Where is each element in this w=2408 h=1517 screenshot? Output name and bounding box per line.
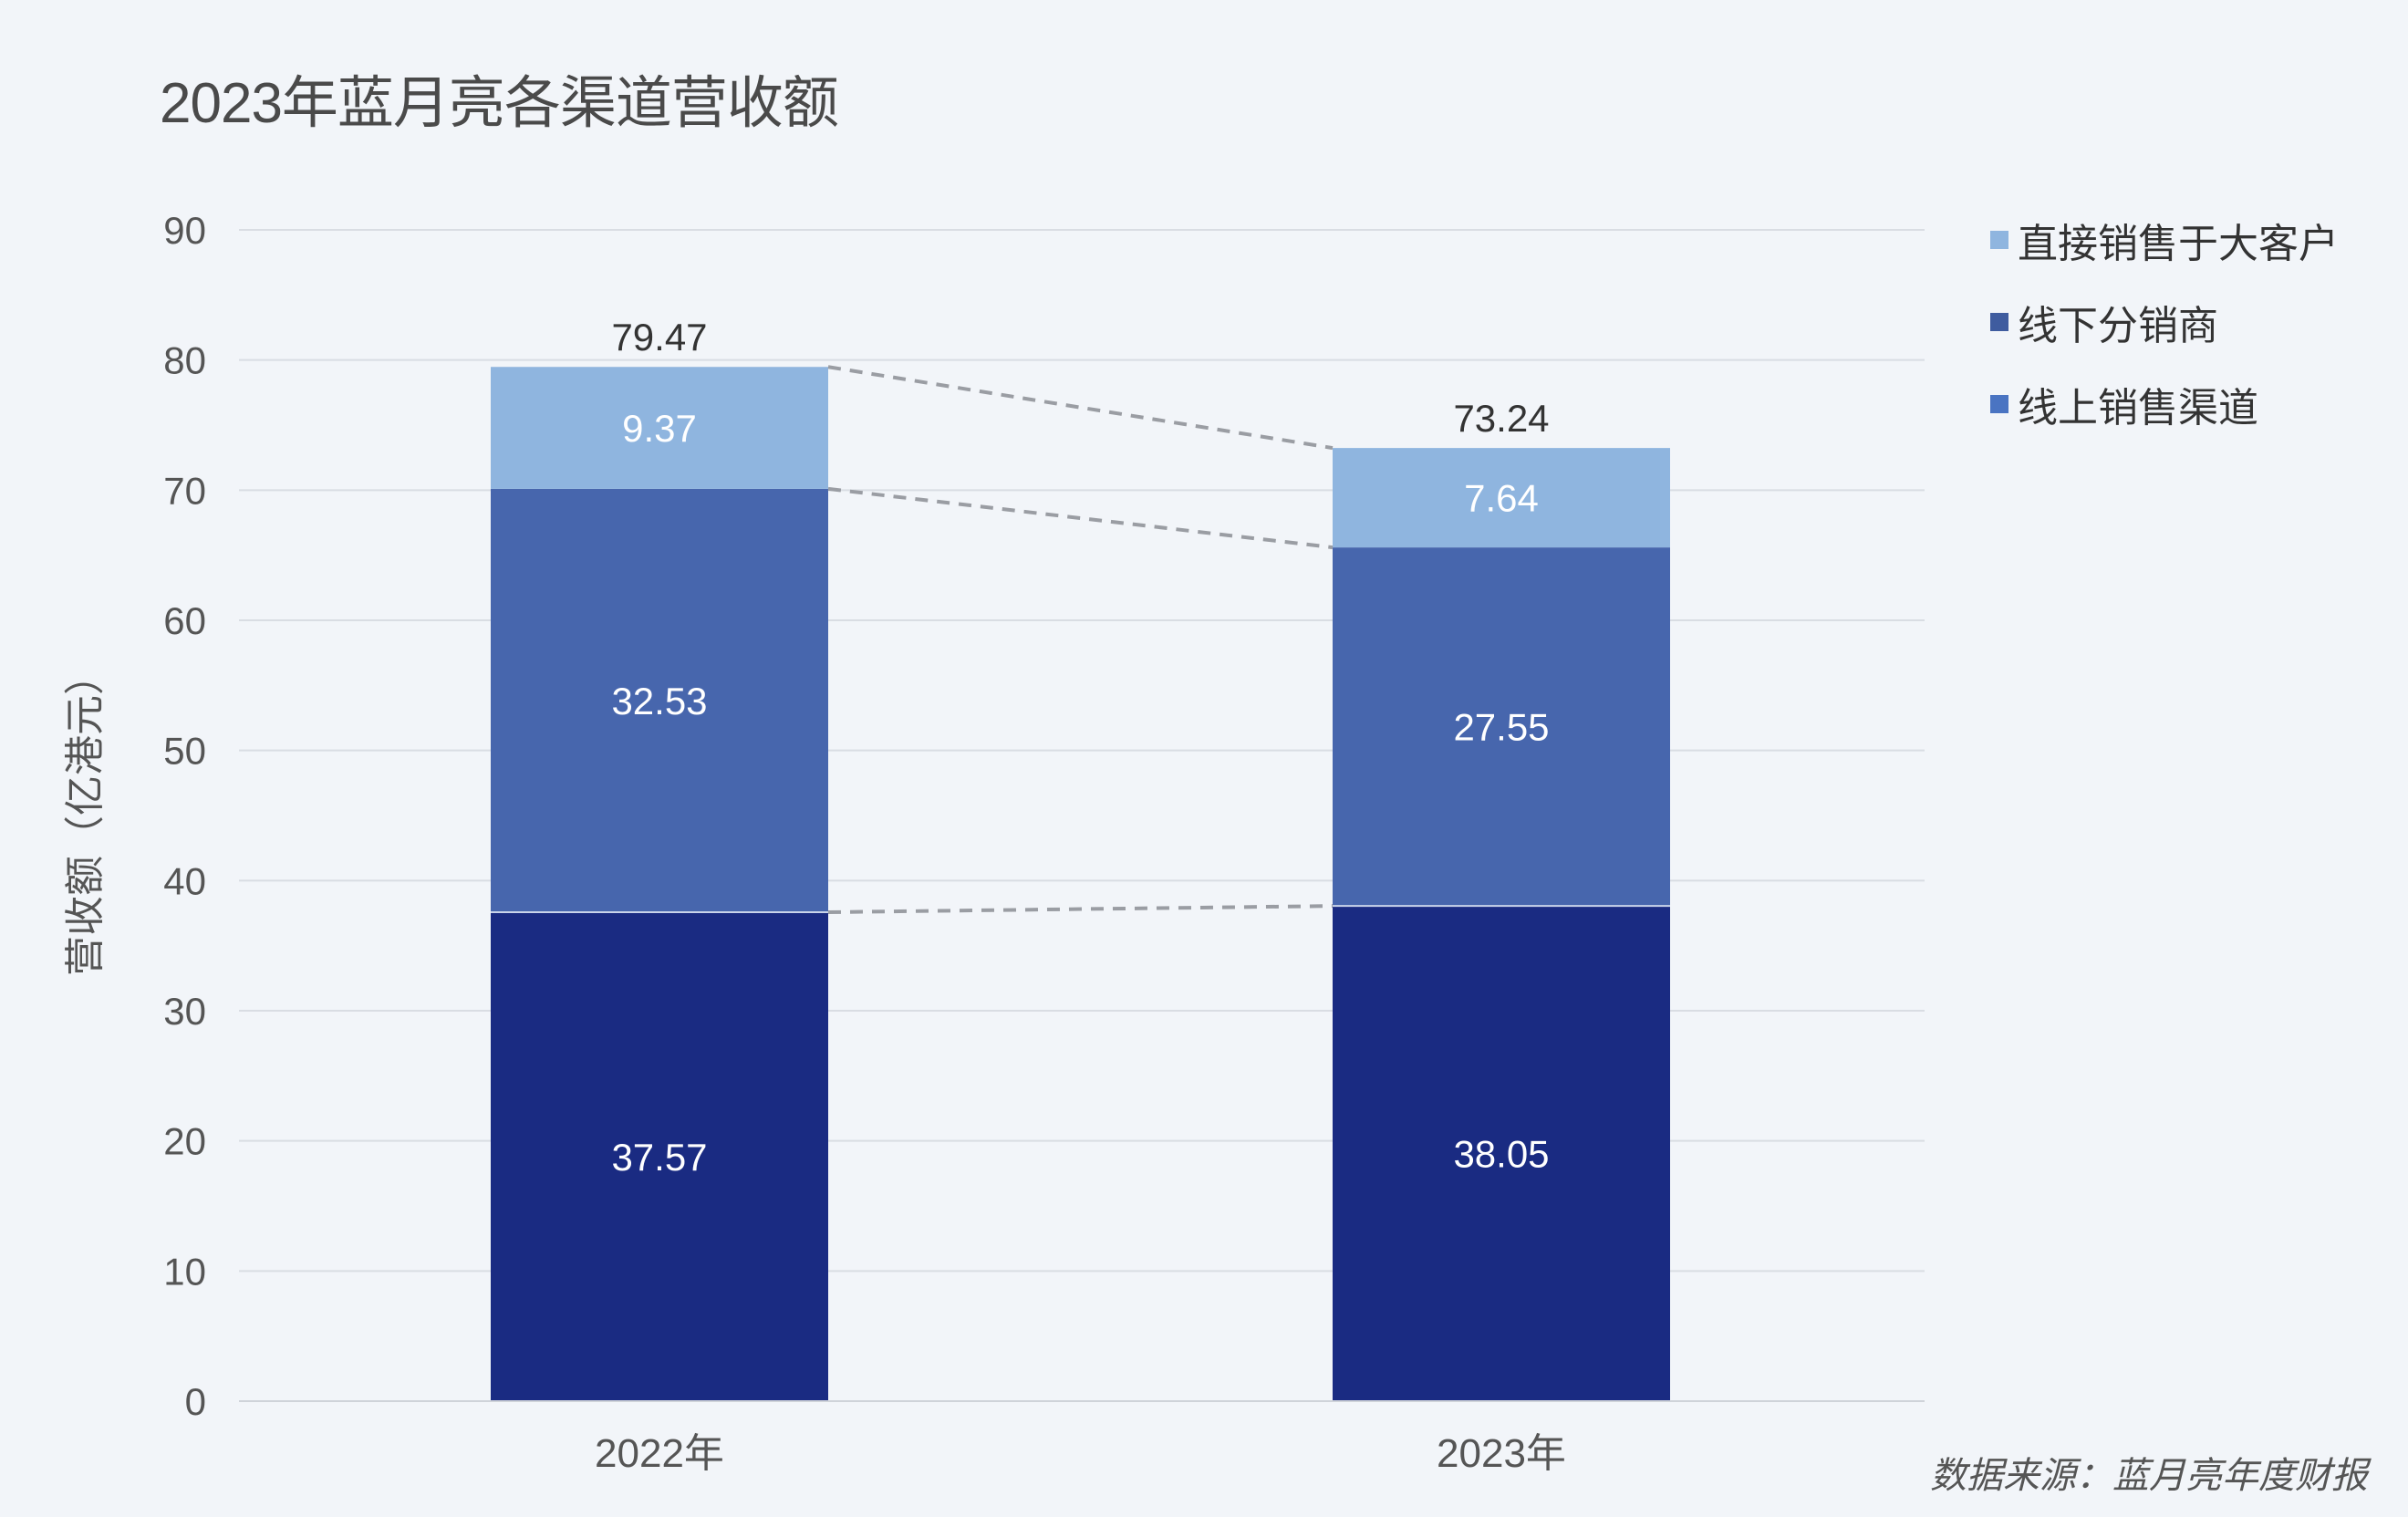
- legend-swatch: [1990, 395, 2008, 413]
- chart-title: 2023年蓝月亮各渠道营收额: [160, 72, 839, 135]
- y-tick-label: 70: [163, 469, 206, 512]
- segment-value-label: 7.64: [1464, 477, 1539, 520]
- y-tick-label: 90: [163, 209, 206, 252]
- y-tick-label: 0: [185, 1380, 206, 1423]
- y-tick-label: 60: [163, 599, 206, 642]
- legend-label: 直接销售于大客户: [2018, 222, 2339, 266]
- connector-line: [827, 365, 1334, 451]
- connector-line: [827, 904, 1334, 915]
- y-tick-label: 50: [163, 730, 206, 773]
- y-axis-title: 营收额（亿港元）: [63, 655, 108, 976]
- bar-segment: [491, 488, 828, 913]
- legend-item: 直接销售于大客户: [1990, 199, 2339, 281]
- legend-item: 线下分销商: [1990, 281, 2339, 363]
- bar-segment: [491, 912, 828, 1401]
- segment-value-label: 27.55: [1453, 706, 1549, 749]
- bar-segment: [491, 367, 828, 489]
- segment-value-label: 9.37: [622, 407, 697, 450]
- source-note: 数据来源：蓝月亮年度财报: [1930, 1456, 2368, 1496]
- bar-segment: [1333, 547, 1670, 907]
- y-tick-label: 10: [163, 1250, 206, 1293]
- legend-item: 线上销售渠道: [1990, 363, 2339, 445]
- x-tick-label: 2023年: [1437, 1431, 1566, 1476]
- segment-value-label: 32.53: [611, 680, 707, 722]
- legend-swatch: [1990, 231, 2008, 249]
- chart-legend: 直接销售于大客户 线下分销商线上销售渠道: [1990, 199, 2339, 445]
- y-tick-label: 20: [163, 1120, 206, 1163]
- legend-label: 线下分销商: [2018, 304, 2218, 348]
- total-value-label: 73.24: [1453, 397, 1549, 440]
- bar-segment: [1333, 448, 1670, 548]
- legend-label: 线上销售渠道: [2018, 386, 2258, 431]
- segment-value-label: 37.57: [611, 1136, 707, 1179]
- segment-value-label: 38.05: [1453, 1133, 1549, 1176]
- total-value-label: 79.47: [611, 316, 707, 358]
- legend-swatch: [1990, 313, 2008, 331]
- y-tick-label: 30: [163, 990, 206, 1033]
- y-tick-label: 40: [163, 859, 206, 902]
- connector-line: [827, 486, 1334, 550]
- y-tick-label: 80: [163, 339, 206, 382]
- bar-segment: [1333, 906, 1670, 1401]
- x-tick-label: 2022年: [595, 1431, 724, 1476]
